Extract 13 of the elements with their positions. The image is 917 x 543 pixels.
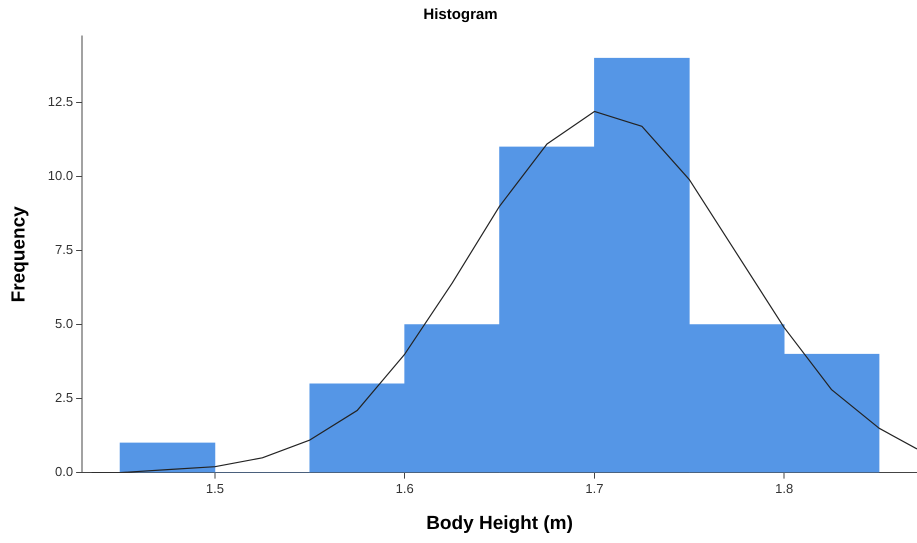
y-tick-label: 10.0 xyxy=(48,168,74,184)
y-tick-label: 7.5 xyxy=(55,242,74,258)
y-tick-label: 2.5 xyxy=(55,390,74,406)
x-axis-title: Body Height (m) xyxy=(426,512,573,534)
x-tick-label: 1.8 xyxy=(775,480,794,496)
chart-title: Histogram xyxy=(423,6,498,24)
x-tick-label: 1.5 xyxy=(206,480,224,496)
y-tick-label: 12.5 xyxy=(48,94,74,110)
x-tick-label: 1.7 xyxy=(585,480,604,496)
x-tick-label: 1.6 xyxy=(396,480,414,496)
y-axis-title: Frequency xyxy=(8,206,30,302)
y-tick-label: 5.0 xyxy=(55,316,74,332)
y-tick-label: 0.0 xyxy=(55,464,74,480)
